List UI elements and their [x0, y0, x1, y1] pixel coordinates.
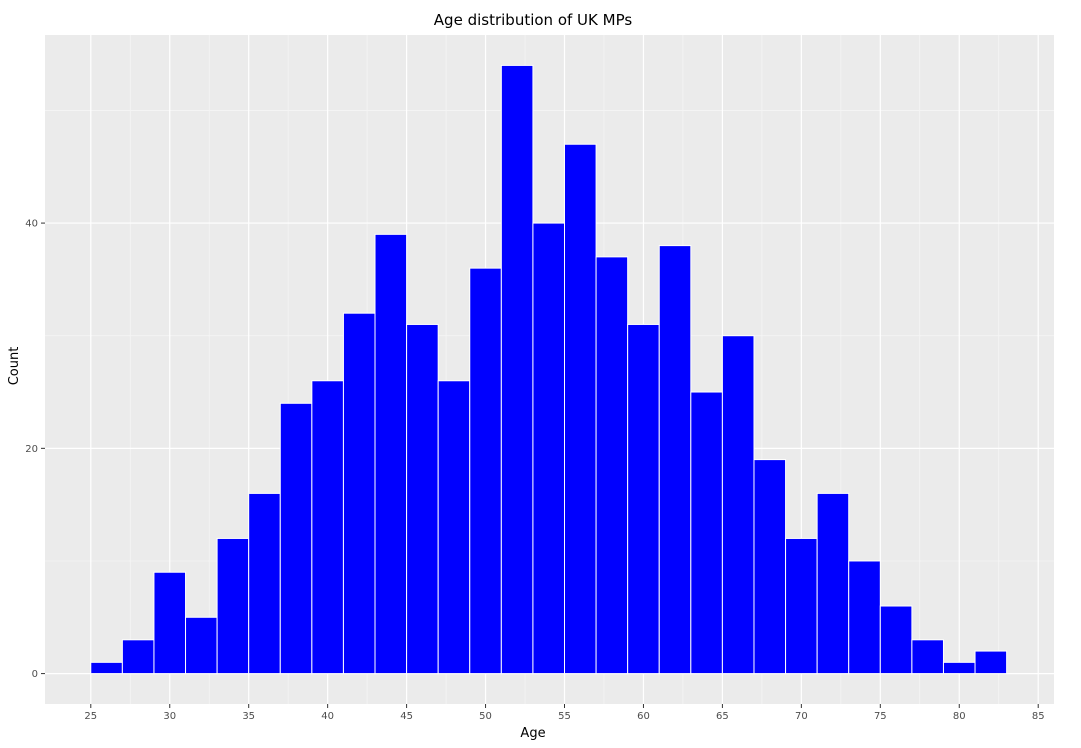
- histogram-bar: [469, 267, 502, 675]
- histogram-bar: [500, 64, 534, 675]
- x-tick-label: 85: [1032, 711, 1045, 722]
- x-tick-label: 30: [163, 711, 176, 722]
- histogram-bar: [90, 661, 123, 675]
- histogram-bar: [753, 459, 787, 675]
- histogram-bars: [90, 64, 1008, 675]
- histogram-bar: [342, 312, 376, 675]
- histogram-bar: [279, 402, 313, 675]
- x-axis-title: Age: [520, 726, 545, 741]
- x-tick-label: 25: [84, 711, 97, 722]
- histogram-bar: [311, 380, 344, 675]
- y-axis-title: Count: [7, 347, 22, 386]
- histogram-bar: [595, 256, 629, 675]
- histogram-bar: [406, 323, 439, 675]
- histogram-bar: [721, 335, 755, 675]
- y-tick-label: 0: [32, 669, 38, 680]
- x-tick-label: 55: [558, 711, 571, 722]
- histogram-bar: [185, 616, 218, 675]
- x-tick-label: 40: [321, 711, 334, 722]
- y-tick-label: 40: [25, 219, 38, 230]
- histogram-bar: [216, 537, 250, 675]
- x-tick-label: 50: [479, 711, 492, 722]
- histogram-bar: [121, 639, 155, 675]
- histogram-bar: [690, 391, 723, 675]
- histogram-bar: [374, 233, 408, 675]
- histogram-bar: [532, 222, 566, 675]
- y-tick-labels: 0 20 40: [25, 219, 38, 681]
- axis-ticks: [41, 222, 1039, 708]
- histogram-bar: [564, 143, 597, 675]
- x-tick-label: 60: [637, 711, 650, 722]
- x-tick-labels: 25 30 35 40 45 50 55 60 65 70 75 80 85: [84, 711, 1044, 722]
- histogram-bar: [942, 661, 976, 675]
- x-tick-label: 70: [795, 711, 808, 722]
- histogram-bar: [911, 639, 944, 675]
- histogram-bar: [816, 492, 850, 675]
- x-tick-label: 75: [874, 711, 887, 722]
- histogram-bar: [785, 537, 818, 675]
- histogram-bar: [153, 571, 187, 675]
- histogram-bar: [248, 492, 281, 675]
- histogram-bar: [658, 245, 692, 675]
- histogram-bar: [879, 605, 913, 675]
- histogram-bar: [627, 323, 660, 675]
- x-tick-label: 65: [716, 711, 729, 722]
- chart-title: Age distribution of UK MPs: [434, 11, 633, 29]
- histogram-bar: [848, 560, 881, 675]
- y-tick-label: 20: [25, 444, 38, 455]
- histogram-bar: [974, 650, 1008, 675]
- x-tick-label: 80: [953, 711, 966, 722]
- x-tick-label: 35: [242, 711, 255, 722]
- histogram-bar: [437, 380, 471, 675]
- x-tick-label: 45: [400, 711, 413, 722]
